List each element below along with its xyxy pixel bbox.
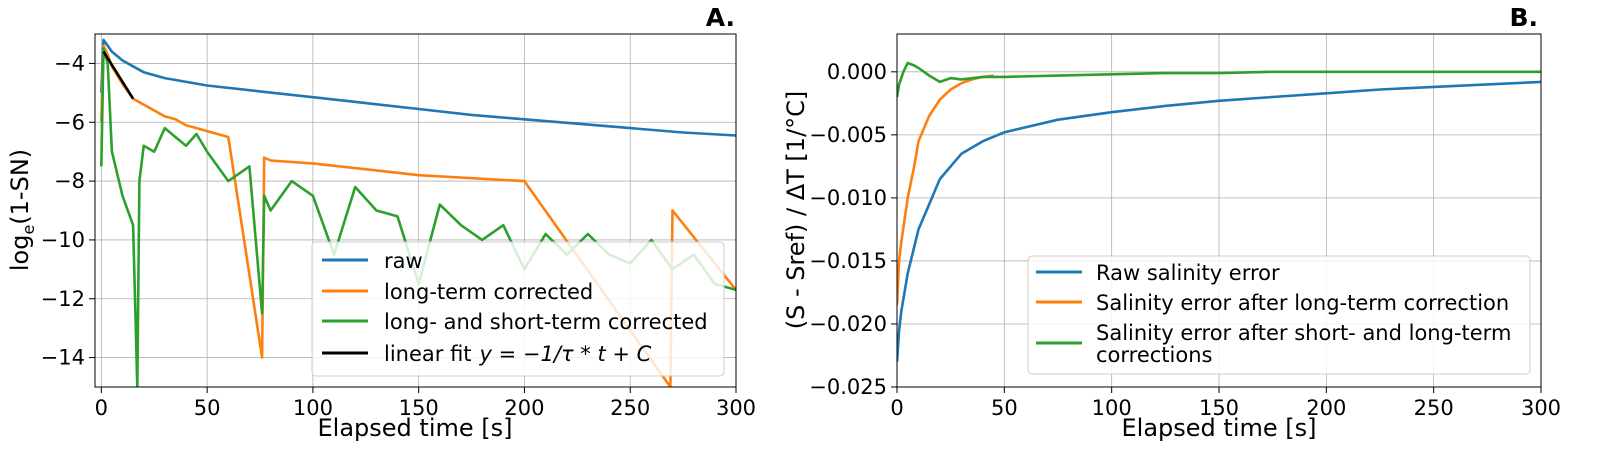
- tick-label-y-4: −0.020: [809, 312, 887, 336]
- tick-label-x-100: 100: [293, 396, 333, 420]
- tick-label-y-1: −0.005: [809, 123, 887, 147]
- series-line-raw: [100, 38, 736, 137]
- tick-label-y-0: 0.000: [827, 60, 887, 84]
- panel-a-series: [100, 38, 736, 387]
- tick-label-x-50: 50: [991, 396, 1018, 420]
- tick-label-y-1: −6: [54, 110, 85, 134]
- tick-label-y-2: −0.010: [809, 186, 887, 210]
- panel-a-legend-box: [311, 241, 725, 377]
- panel-a-ylabel-main: log: [6, 235, 34, 272]
- panel-a-legend: raw long-term corrected long- and short-…: [311, 241, 725, 377]
- tick-label-x-200: 200: [1306, 396, 1346, 420]
- tick-label-x-150: 150: [1199, 396, 1239, 420]
- tick-label-x-300: 300: [716, 396, 756, 420]
- tick-label-y-3: −10: [41, 228, 85, 252]
- panel-a-ylabel-sub: e: [19, 225, 38, 235]
- panel-a-ticks: 0 50 100 150 200 250 300 −4 −6 −8 −10 −12 −14: [41, 51, 756, 420]
- tick-label-y-5: −14: [41, 346, 85, 370]
- tick-label-x-0: 0: [95, 396, 108, 420]
- panel-b-legend: Raw salinity error Salinity error after …: [1027, 255, 1531, 375]
- tick-label-x-150: 150: [399, 396, 439, 420]
- legend-label-raw: raw: [384, 249, 423, 273]
- panel-b-label: B.: [1509, 3, 1538, 32]
- tick-label-x-250: 250: [610, 396, 650, 420]
- panel-a-label: A.: [706, 3, 735, 32]
- legend-label-short-long-term-line1: Salinity error after short- and long-ter…: [1096, 321, 1511, 345]
- panel-a-frame: [94, 33, 737, 388]
- tick-label-x-0: 0: [890, 396, 903, 420]
- panel-a-xlabel: Elapsed time [s]: [318, 414, 513, 442]
- legend-label-long-term-correction: Salinity error after long-term correctio…: [1096, 291, 1509, 315]
- legend-label-raw-salinity: Raw salinity error: [1096, 261, 1280, 285]
- panel-a-ylabel-rest: (1-SN): [6, 149, 34, 225]
- series-line-raw-salinity-error: [897, 80, 1541, 362]
- series-line-salinity-error-after-short-and-long-term-corrections: [897, 61, 1541, 98]
- tick-label-y-0: −4: [54, 51, 85, 75]
- tick-label-x-100: 100: [1092, 396, 1132, 420]
- tick-label-x-200: 200: [504, 396, 544, 420]
- legend-label-linear-fit-name: linear fit: [384, 342, 472, 366]
- panel-b: 0 50 100 150 200 250 300 0.000 −0.005 −0.010 −0.01…: [782, 3, 1561, 442]
- tick-label-x-50: 50: [194, 396, 221, 420]
- legend-label-linear-fit: linear fit y = −1/τ * t + C: [384, 342, 652, 366]
- panel-b-series: [897, 61, 1541, 362]
- panel-a: 0 50 100 150 200 250 300 −4 −6 −8 −10 −12 −14 A. Ela…: [6, 3, 756, 442]
- tick-label-x-250: 250: [1414, 396, 1454, 420]
- tick-label-y-5: −0.025: [809, 375, 887, 399]
- tick-label-y-3: −0.015: [809, 249, 887, 273]
- series-line-linear-fit: [102, 50, 135, 100]
- panel-b-ticks: 0 50 100 150 200 250 300 0.000 −0.005 −0.010 −0.01…: [809, 60, 1561, 420]
- tick-label-y-4: −12: [41, 287, 85, 311]
- panel-b-legend-box: [1027, 255, 1531, 375]
- legend-label-linear-fit-formula: y = −1/τ * t + C: [479, 342, 652, 366]
- series-line-salinity-error-after-long-term-correction: [897, 74, 994, 306]
- series-line-long-and-short-term-corrected: [100, 47, 736, 387]
- legend-label-long-short-term: long- and short-term corrected: [384, 310, 708, 334]
- panel-b-xlabel: Elapsed time [s]: [1122, 414, 1317, 442]
- panel-b-ylabel: (S - Sref) / ΔT [1/°C]: [782, 91, 810, 330]
- tick-label-y-2: −8: [54, 169, 85, 193]
- legend-label-short-long-term-line2: corrections: [1096, 343, 1212, 367]
- panel-a-ylabel: loge(1-SN): [6, 149, 38, 271]
- tick-label-x-300: 300: [1521, 396, 1561, 420]
- legend-label-long-term: long-term corrected: [384, 280, 593, 304]
